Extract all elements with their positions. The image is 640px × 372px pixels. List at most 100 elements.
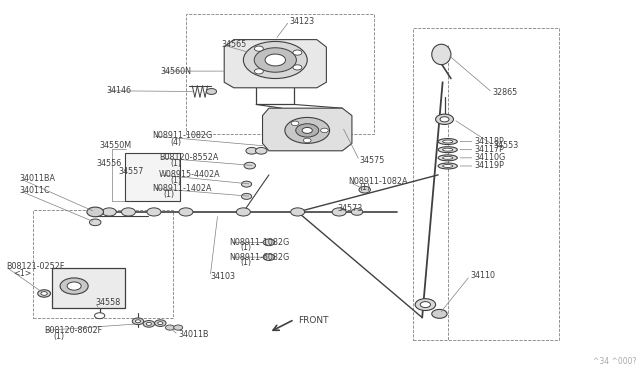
Text: N08911-1402A: N08911-1402A	[153, 184, 212, 193]
Circle shape	[158, 322, 163, 325]
Circle shape	[241, 193, 252, 199]
Text: (4): (4)	[170, 138, 181, 147]
Circle shape	[293, 65, 302, 70]
Circle shape	[241, 181, 252, 187]
Circle shape	[87, 207, 104, 217]
Ellipse shape	[438, 155, 458, 161]
Circle shape	[291, 121, 299, 126]
Text: (1): (1)	[170, 176, 181, 185]
Text: 34573: 34573	[338, 204, 363, 213]
Circle shape	[254, 48, 296, 72]
Circle shape	[296, 124, 319, 137]
Text: 34123: 34123	[289, 17, 314, 26]
Text: (1): (1)	[240, 258, 252, 267]
Text: N08911-1082A: N08911-1082A	[349, 177, 408, 186]
Circle shape	[436, 114, 454, 125]
Circle shape	[332, 208, 346, 216]
Bar	[186, 14, 374, 134]
Text: 34110: 34110	[470, 271, 495, 280]
Circle shape	[143, 321, 155, 327]
Circle shape	[265, 54, 285, 66]
Circle shape	[179, 208, 193, 216]
Ellipse shape	[432, 44, 451, 65]
Circle shape	[303, 138, 311, 142]
Circle shape	[243, 41, 307, 78]
Circle shape	[285, 118, 330, 143]
Text: <1>: <1>	[13, 269, 32, 278]
Circle shape	[90, 219, 101, 226]
Text: FRONT: FRONT	[298, 316, 328, 325]
Text: 34011BA: 34011BA	[20, 174, 56, 183]
Text: W08915-4402A: W08915-4402A	[159, 170, 221, 179]
Polygon shape	[224, 39, 326, 88]
Text: 34550M: 34550M	[100, 141, 132, 150]
Text: (1): (1)	[240, 243, 252, 252]
Bar	[413, 29, 559, 340]
Ellipse shape	[443, 140, 453, 143]
Text: 34011B: 34011B	[178, 330, 209, 340]
Ellipse shape	[443, 164, 453, 167]
Circle shape	[255, 46, 263, 51]
Text: 34103: 34103	[210, 272, 235, 281]
Text: (1): (1)	[53, 332, 64, 341]
Circle shape	[132, 318, 144, 325]
Circle shape	[432, 310, 447, 318]
Circle shape	[67, 282, 81, 290]
Ellipse shape	[438, 163, 458, 169]
Ellipse shape	[443, 156, 453, 159]
Text: B08121-0252F: B08121-0252F	[6, 262, 64, 271]
Bar	[33, 210, 173, 318]
Circle shape	[246, 147, 257, 154]
Ellipse shape	[438, 147, 458, 153]
Text: 34557: 34557	[119, 167, 144, 176]
Circle shape	[351, 209, 363, 215]
Text: 34011C: 34011C	[20, 186, 51, 195]
Circle shape	[102, 208, 116, 216]
Circle shape	[60, 278, 88, 294]
Text: 34553: 34553	[493, 141, 519, 150]
Circle shape	[41, 292, 47, 295]
Circle shape	[244, 162, 255, 169]
Circle shape	[122, 208, 136, 216]
Text: 34119P: 34119P	[474, 161, 504, 170]
Ellipse shape	[438, 138, 458, 144]
Text: 34560N: 34560N	[161, 67, 191, 76]
Circle shape	[263, 239, 275, 246]
Circle shape	[255, 147, 267, 154]
Bar	[52, 267, 125, 308]
Text: 34558: 34558	[95, 298, 120, 307]
Circle shape	[263, 254, 275, 260]
Circle shape	[173, 325, 182, 330]
Polygon shape	[262, 108, 352, 151]
Circle shape	[440, 117, 449, 122]
Text: 34556: 34556	[97, 159, 122, 168]
Text: (1): (1)	[360, 183, 371, 192]
Circle shape	[95, 313, 105, 319]
Circle shape	[255, 69, 263, 74]
Text: 32865: 32865	[492, 88, 518, 97]
Text: (1): (1)	[170, 159, 181, 168]
Circle shape	[291, 208, 305, 216]
Circle shape	[236, 208, 250, 216]
Circle shape	[38, 290, 51, 297]
Text: 34575: 34575	[360, 156, 385, 165]
Text: B08120-8552A: B08120-8552A	[159, 153, 218, 162]
Circle shape	[302, 128, 312, 134]
Circle shape	[166, 325, 174, 330]
Circle shape	[147, 208, 161, 216]
Text: 34110G: 34110G	[474, 153, 506, 162]
Ellipse shape	[443, 148, 453, 151]
Circle shape	[136, 320, 141, 323]
Text: B08120-8602F: B08120-8602F	[44, 326, 102, 335]
Text: N08911-6082G: N08911-6082G	[229, 253, 289, 262]
Text: 34118P: 34118P	[474, 137, 504, 146]
Text: 34565: 34565	[221, 40, 246, 49]
Circle shape	[293, 50, 302, 55]
Text: N08911-1082G: N08911-1082G	[229, 238, 289, 247]
Circle shape	[147, 323, 152, 326]
Text: 34146: 34146	[106, 86, 131, 95]
Circle shape	[420, 302, 431, 308]
Text: ^34 ^000?: ^34 ^000?	[593, 357, 636, 366]
Text: (1): (1)	[164, 190, 175, 199]
Circle shape	[321, 128, 328, 133]
